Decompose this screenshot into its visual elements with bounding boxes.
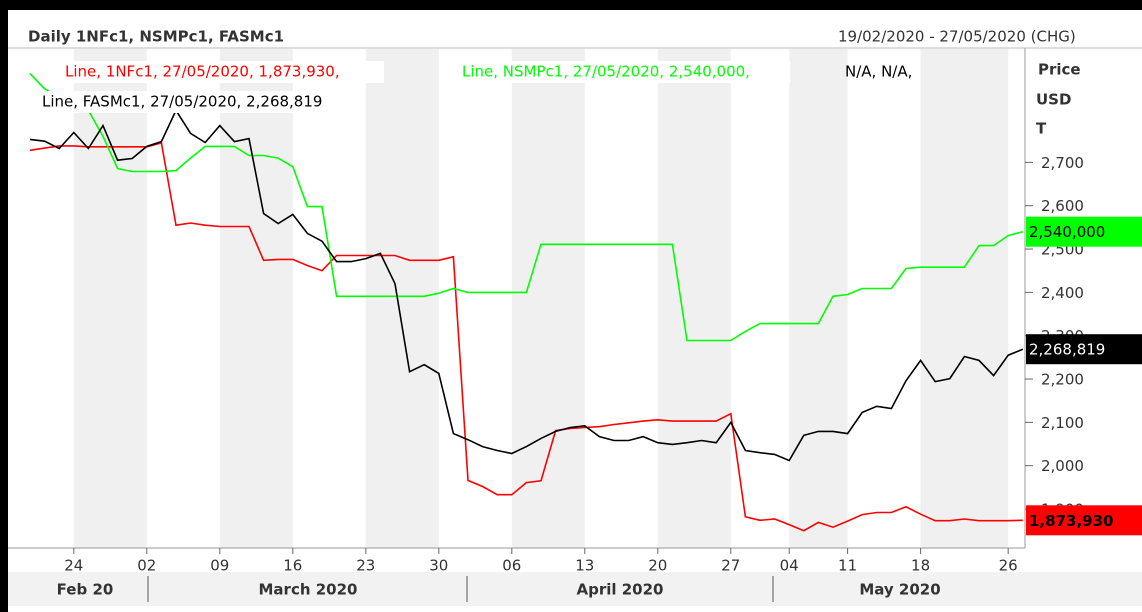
- legend-entry: Line, 1NFc1, 27/05/2020, 1,873,930,: [65, 63, 340, 81]
- axis-label: USD: [1036, 91, 1071, 109]
- x-tick-label: 20: [648, 557, 667, 575]
- y-tick-label: 2,700: [1041, 154, 1084, 172]
- legend-entry: Line, NSMPc1, 27/05/2020, 2,540,000,: [462, 63, 750, 81]
- legend-entry: Line, FASMc1, 27/05/2020, 2,268,819: [42, 93, 322, 111]
- month-label: March 2020: [259, 581, 358, 599]
- x-tick-label: 04: [780, 557, 799, 575]
- end-value-box: [1026, 505, 1142, 536]
- x-tick-label: 11: [838, 557, 857, 575]
- week-band: [511, 49, 585, 548]
- week-band: [920, 49, 1009, 548]
- week-band: [219, 49, 293, 548]
- legend-backdrop: [39, 91, 361, 113]
- x-tick-label: 24: [64, 557, 83, 575]
- legend-na: N/A, N/A,: [845, 63, 912, 81]
- x-tick-label: 30: [429, 557, 448, 575]
- series-line: [29, 108, 1024, 462]
- end-value-label: 1,873,930: [1029, 512, 1113, 530]
- month-label: May 2020: [859, 581, 940, 599]
- x-tick-label: 09: [210, 557, 229, 575]
- y-tick-label: 2,000: [1041, 457, 1084, 475]
- x-tick-label: 13: [575, 557, 594, 575]
- x-tick-label: 06: [502, 557, 521, 575]
- week-band: [789, 49, 848, 548]
- x-tick-label: 27: [721, 557, 740, 575]
- y-tick-label: 2,400: [1041, 284, 1084, 302]
- end-value-box: [1026, 216, 1142, 247]
- series-line: [29, 141, 1023, 532]
- end-value-box: [1026, 334, 1142, 365]
- month-row: [8, 572, 1142, 606]
- x-tick-label: 16: [283, 557, 302, 575]
- legend-backdrop: [459, 61, 791, 83]
- week-bands: [73, 49, 1009, 548]
- y-tick-label: 2,100: [1041, 414, 1084, 432]
- y-tick-label: 2,200: [1041, 371, 1084, 389]
- y-tick-label: 2,600: [1041, 197, 1084, 215]
- axis-label: Price: [1038, 61, 1081, 79]
- chart-title: Daily 1NFc1, NSMPc1, FASMc1: [28, 28, 284, 46]
- axis-label: T: [1036, 120, 1047, 138]
- end-value-label: 2,268,819: [1029, 341, 1105, 359]
- series-line: [29, 73, 1024, 342]
- week-band: [73, 49, 147, 548]
- x-tick-label: 26: [999, 557, 1018, 575]
- month-label: April 2020: [577, 581, 664, 599]
- x-tick-label: 18: [911, 557, 930, 575]
- x-tick-label: 02: [137, 557, 156, 575]
- week-band: [657, 49, 731, 548]
- x-tick-label: 23: [356, 557, 375, 575]
- chart-subtitle: 19/02/2020 - 27/05/2020 (CHG): [838, 28, 1076, 46]
- week-band: [365, 49, 439, 548]
- end-value-label: 2,540,000: [1029, 223, 1105, 241]
- month-label: Feb 20: [57, 581, 114, 599]
- legend-backdrop: [62, 61, 384, 83]
